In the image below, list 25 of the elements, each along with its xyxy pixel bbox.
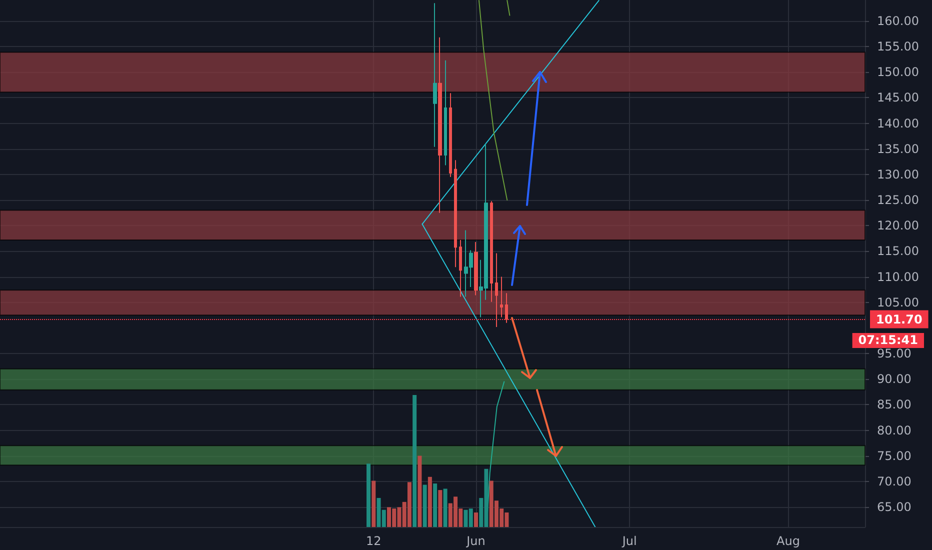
y-tick-label: 145.00 xyxy=(877,90,919,105)
x-tick-label: Aug xyxy=(776,534,800,548)
y-tick-label: 110.00 xyxy=(877,270,919,284)
y-tick-label: 130.00 xyxy=(877,167,919,182)
y-tick-label: 120.00 xyxy=(877,218,919,233)
x-tick-label: 12 xyxy=(366,534,382,548)
x-tick-label: Jul xyxy=(621,534,637,548)
y-tick-label: 115.00 xyxy=(877,244,919,258)
y-tick-label: 80.00 xyxy=(877,423,912,438)
y-tick-label: 150.00 xyxy=(877,65,919,80)
y-tick-label: 90.00 xyxy=(877,372,912,386)
y-tick-label: 155.00 xyxy=(877,40,919,54)
y-tick-label: 70.00 xyxy=(877,474,912,488)
ref-line-label: 101.70 xyxy=(876,312,922,326)
y-tick-label: 135.00 xyxy=(877,142,919,156)
y-tick-label: 85.00 xyxy=(877,398,912,412)
y-tick-label: 160.00 xyxy=(877,14,919,28)
x-tick-label: Jun xyxy=(466,534,486,548)
y-tick-label: 65.00 xyxy=(877,500,912,514)
y-tick-label: 105.00 xyxy=(877,295,919,310)
y-tick-label: 95.00 xyxy=(877,346,912,361)
annotation: 07:15:41 xyxy=(858,333,918,347)
y-tick-label: 75.00 xyxy=(877,448,912,463)
y-tick-label: 140.00 xyxy=(877,116,919,130)
y-tick-label: 125.00 xyxy=(877,193,919,208)
